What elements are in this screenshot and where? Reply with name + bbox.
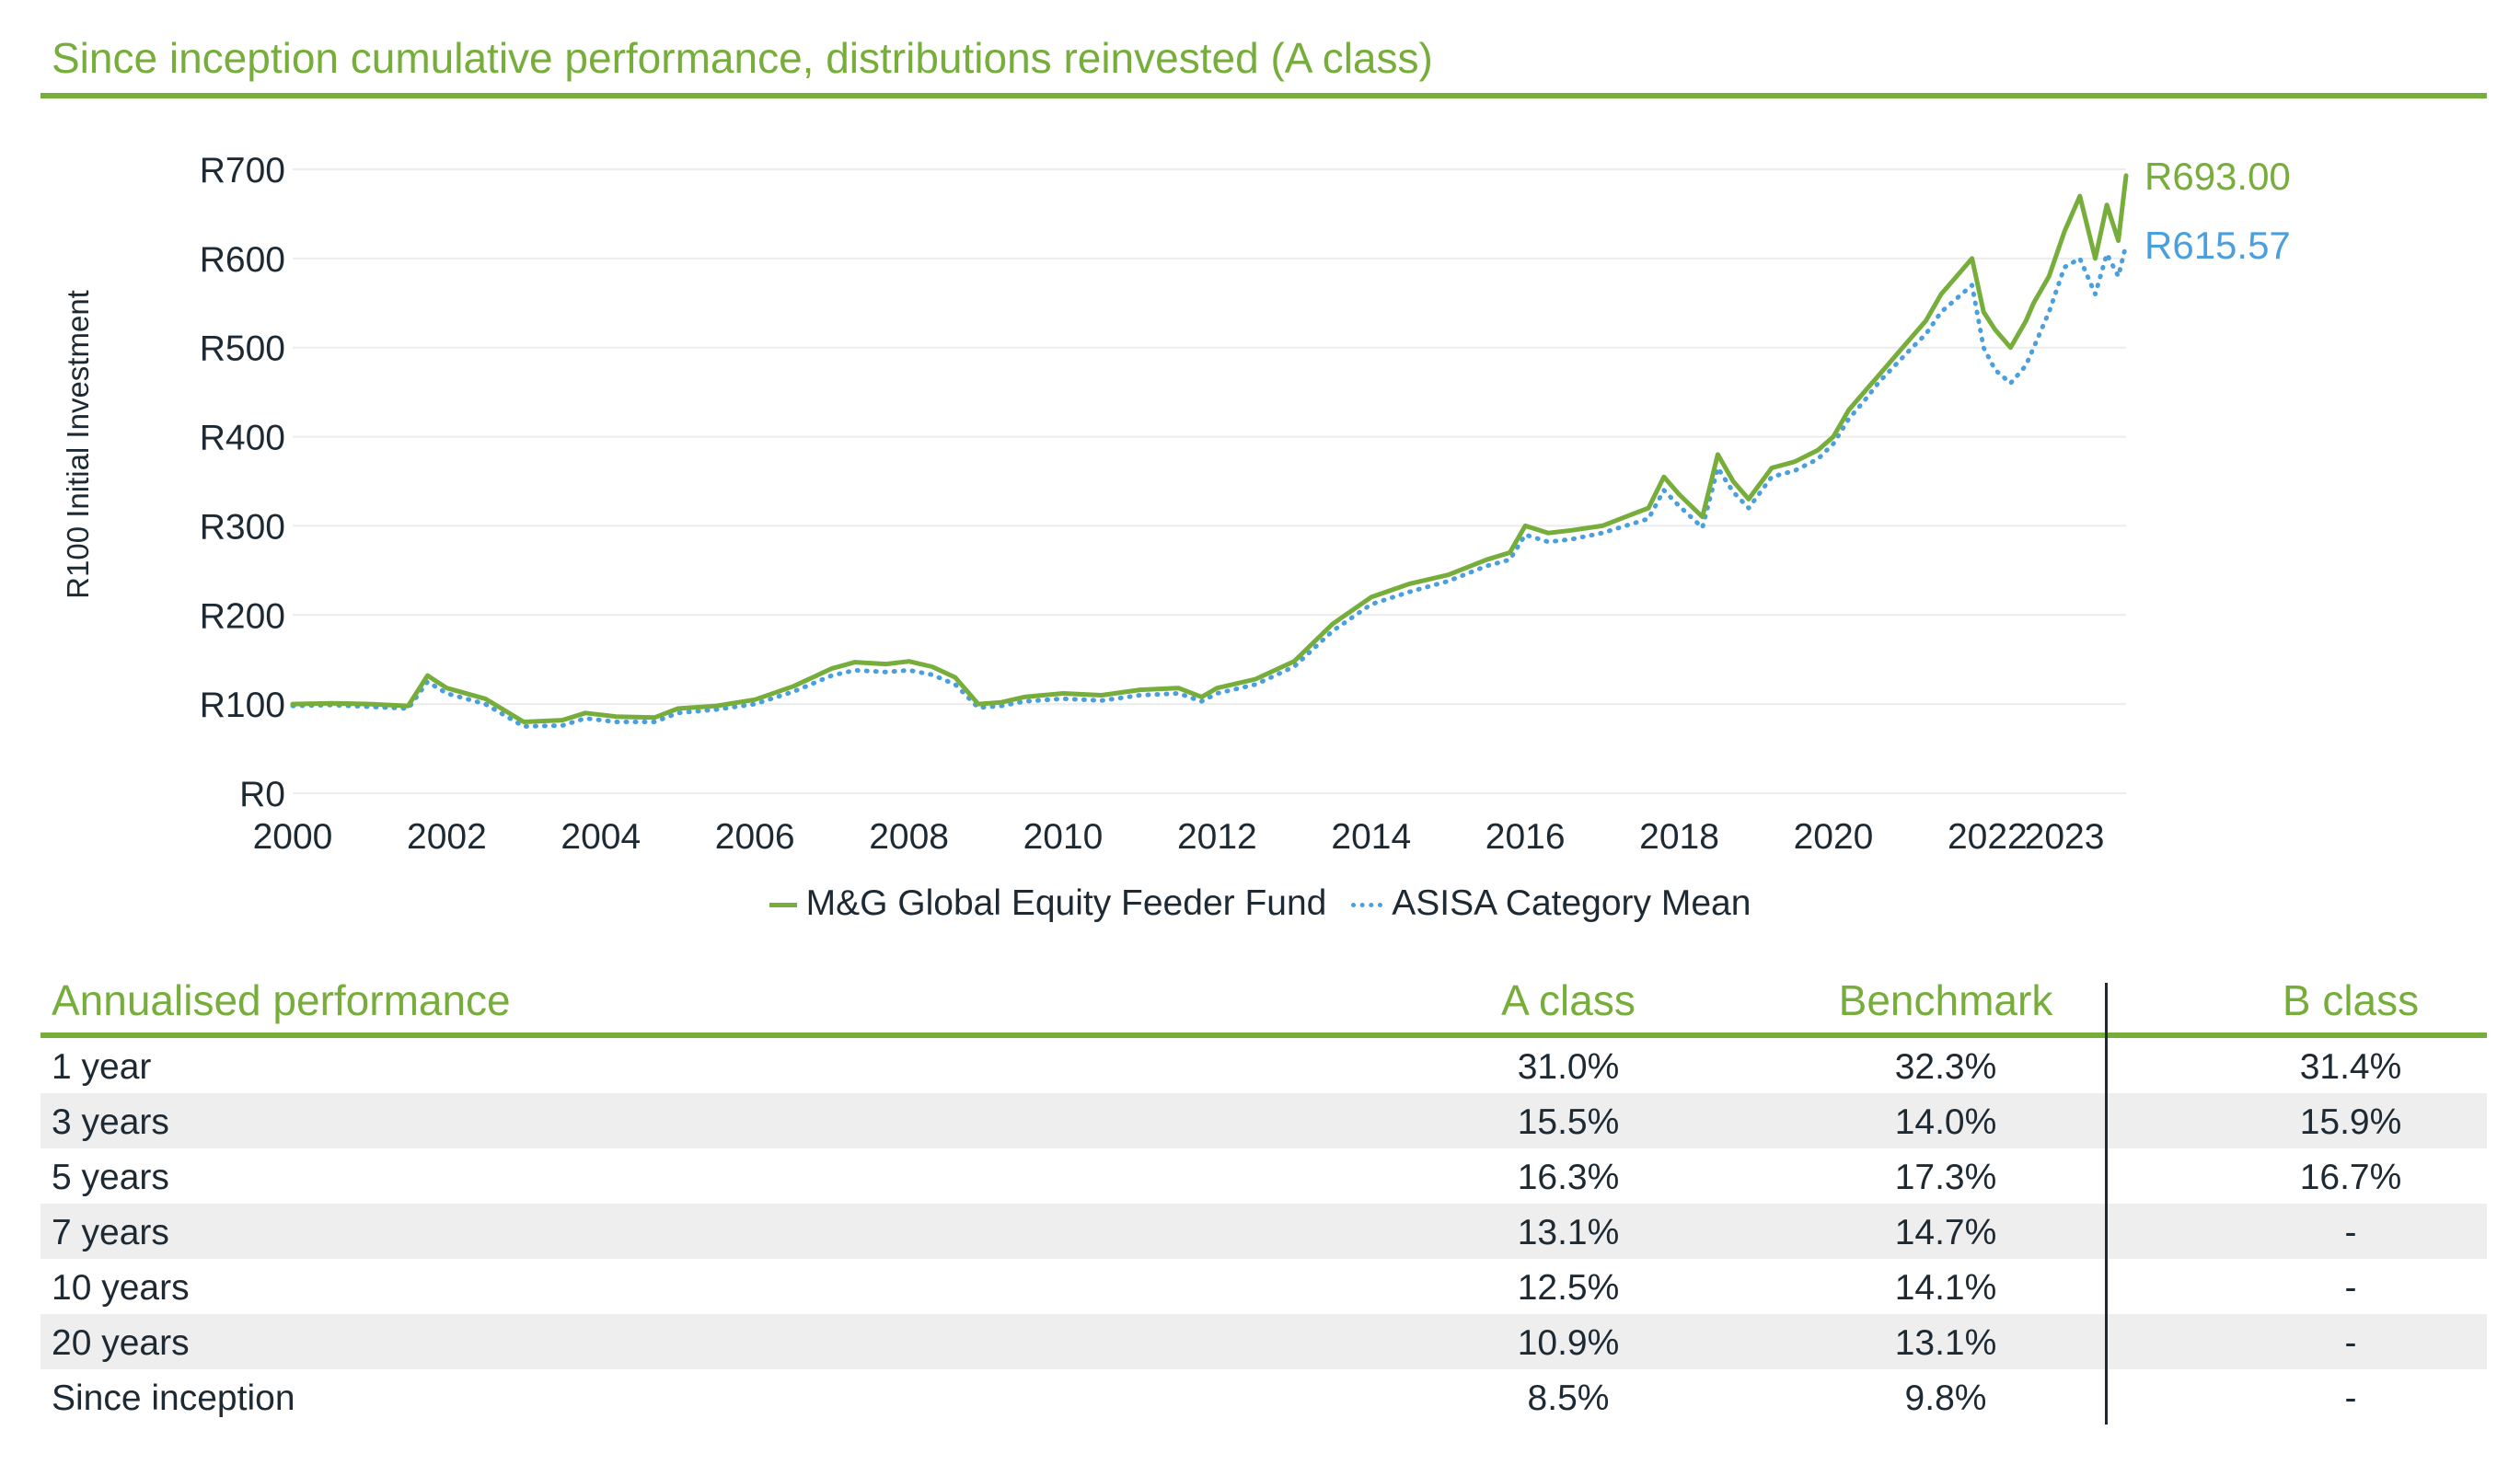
cell-period: 10 years	[52, 1268, 190, 1308]
cell-period: 5 years	[52, 1158, 169, 1197]
chart-title: Since inception cumulative performance, …	[52, 34, 1433, 82]
header-a-class: A class	[1501, 976, 1636, 1024]
cell-a-class: 15.5%	[1517, 1102, 1620, 1142]
x-tick-label: 2008	[869, 817, 949, 857]
table-row: Since inception 8.5% 9.8% -	[40, 1369, 2487, 1425]
x-tick-label: 2023	[2025, 817, 2105, 857]
title-rule	[40, 93, 2487, 98]
x-tick-label: 2014	[1331, 817, 1411, 857]
cell-b-class: -	[2344, 1213, 2357, 1252]
x-tick-label: 2000	[253, 817, 333, 857]
category-series-line	[290, 242, 2129, 729]
x-tick-label: 2016	[1485, 817, 1566, 857]
cell-b-class: 15.9%	[2299, 1102, 2402, 1142]
table-header-rule	[40, 1032, 2487, 1038]
cell-a-class: 13.1%	[1517, 1213, 1620, 1252]
cell-period: 3 years	[52, 1102, 169, 1142]
cell-benchmark: 14.1%	[1894, 1268, 1997, 1308]
y-tick-label: R700	[200, 151, 285, 190]
cell-benchmark: 9.8%	[1904, 1378, 1987, 1418]
x-tick-label: 2012	[1177, 817, 1257, 857]
cell-b-class: 31.4%	[2299, 1047, 2402, 1087]
table-row: 3 years 15.5% 14.0% 15.9%	[40, 1093, 2487, 1148]
cell-benchmark: 32.3%	[1894, 1047, 1997, 1087]
cell-period: Since inception	[52, 1378, 295, 1418]
cell-period: 1 year	[52, 1047, 152, 1087]
x-tick-label: 2020	[1794, 817, 1874, 857]
cell-b-class: -	[2344, 1268, 2357, 1308]
y-tick-label: R300	[200, 507, 285, 547]
cell-b-class: -	[2344, 1378, 2357, 1418]
cell-a-class: 10.9%	[1517, 1323, 1620, 1363]
header-b-class: B class	[2282, 976, 2420, 1024]
cell-benchmark: 14.0%	[1894, 1102, 1997, 1142]
table-header-row: Annualised performance A class Benchmark…	[40, 975, 2487, 1032]
table-row: 5 years 16.3% 17.3% 16.7%	[40, 1148, 2487, 1204]
y-axis-label: R100 Initial Investment	[61, 290, 95, 599]
x-tick-label: 2010	[1023, 817, 1104, 857]
legend-swatch-fund	[769, 903, 797, 908]
cell-b-class: 16.7%	[2299, 1158, 2402, 1197]
chart-legend: M&G Global Equity Feeder Fund ASISA Cate…	[0, 883, 2520, 924]
y-tick-label: R600	[200, 240, 285, 280]
cell-b-class: -	[2344, 1323, 2357, 1363]
legend-item-fund: M&G Global Equity Feeder Fund	[769, 883, 1327, 924]
cell-period: 20 years	[52, 1323, 190, 1363]
table-row: 20 years 10.9% 13.1% -	[40, 1314, 2487, 1369]
table-row: 7 years 13.1% 14.7% -	[40, 1204, 2487, 1259]
cell-a-class: 16.3%	[1517, 1158, 1620, 1197]
y-tick-label: R200	[200, 596, 285, 636]
y-tick-label: R500	[200, 329, 285, 369]
x-tick-label: 2006	[715, 817, 795, 857]
x-tick-label: 2002	[407, 817, 487, 857]
table-row: 1 year 31.0% 32.3% 31.4%	[40, 1038, 2487, 1093]
legend-item-category: ASISA Category Mean	[1351, 883, 1751, 924]
x-tick-label: 2018	[1639, 817, 1719, 857]
cell-a-class: 8.5%	[1527, 1378, 1610, 1418]
x-tick-label: 2004	[561, 817, 641, 857]
cell-benchmark: 17.3%	[1894, 1158, 1997, 1197]
y-tick-label: R400	[200, 419, 285, 458]
legend-swatch-category	[1351, 903, 1383, 908]
cell-a-class: 31.0%	[1517, 1047, 1620, 1087]
x-tick-label: 2022	[1948, 817, 2028, 857]
fund-series-line	[290, 173, 2129, 724]
table-divider	[2105, 983, 2108, 1425]
fund-end-label: R693.00	[2144, 155, 2291, 198]
header-benchmark: Benchmark	[1838, 976, 2053, 1024]
category-end-label: R615.57	[2144, 224, 2291, 267]
cell-benchmark: 14.7%	[1894, 1213, 1997, 1252]
y-tick-label: R0	[239, 775, 285, 814]
y-tick-label: R100	[200, 686, 285, 725]
legend-label-category: ASISA Category Mean	[1392, 883, 1751, 923]
cell-benchmark: 13.1%	[1894, 1323, 1997, 1363]
legend-label-fund: M&G Global Equity Feeder Fund	[805, 883, 1327, 923]
performance-chart: R0 R100 R200 R300 R400 R500 R600 R700 2000 2002 20…	[61, 151, 2291, 857]
table-row: 10 years 12.5% 14.1% -	[40, 1259, 2487, 1314]
annualised-performance-table: Annualised performance A class Benchmark…	[40, 975, 2487, 1425]
cell-a-class: 12.5%	[1517, 1268, 1620, 1308]
cell-period: 7 years	[52, 1213, 169, 1252]
table-title: Annualised performance	[52, 976, 511, 1024]
